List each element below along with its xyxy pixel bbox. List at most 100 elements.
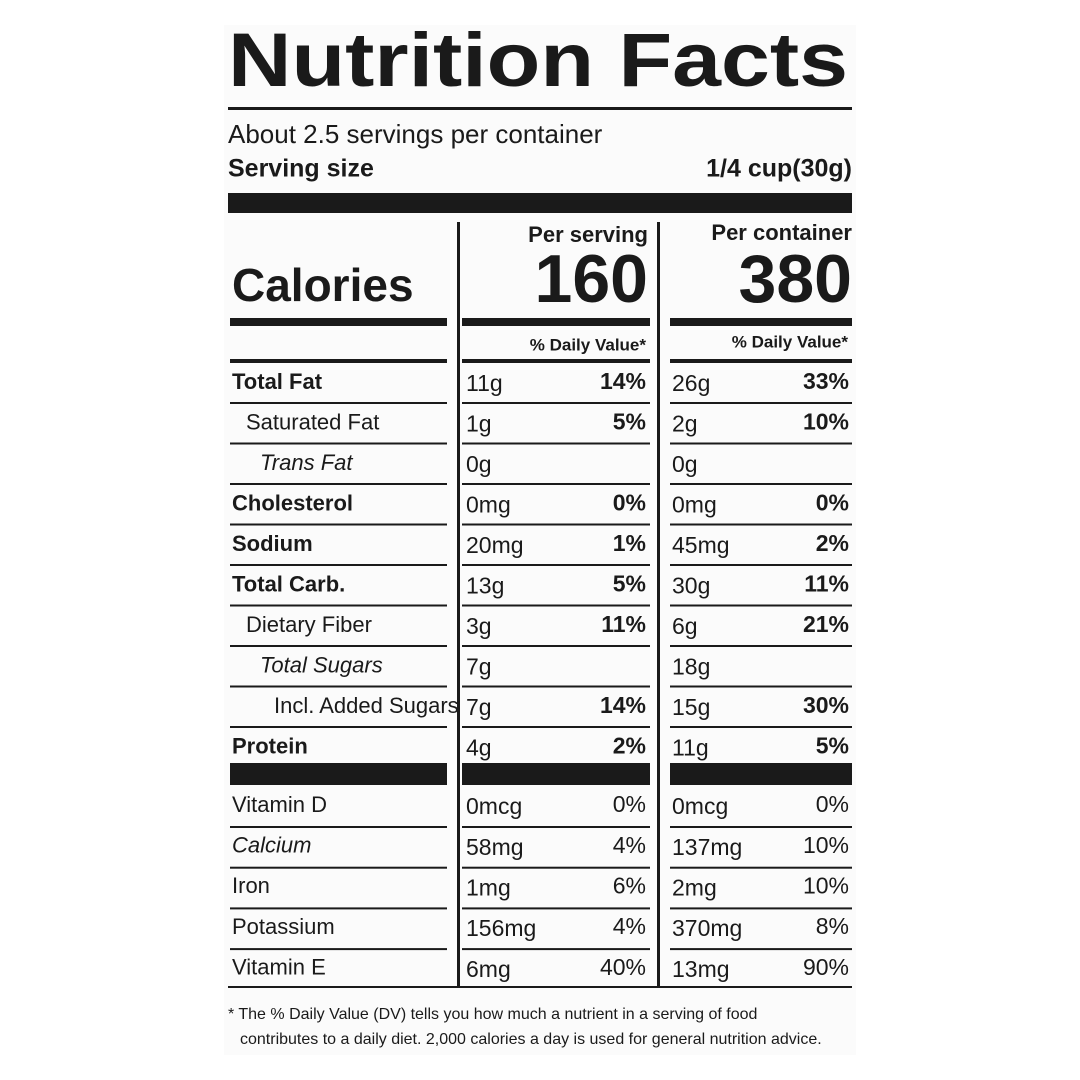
column-divider [657,222,660,988]
nutrient-name: Cholesterol [232,490,353,515]
amount: 18g [672,654,710,680]
column-divider [457,222,460,988]
rule [670,564,852,566]
amount: 11g [672,735,709,761]
daily-value: 5% [613,409,646,435]
daily-value: 0% [816,791,849,817]
daily-value: 6% [613,872,646,898]
daily-value: 10% [803,832,849,858]
footnote: * The % Daily Value (DV) tells you how m… [228,1006,757,1023]
daily-value: 0% [816,490,849,516]
nutrient-name: Trans Fat [260,450,353,475]
daily-value: 8% [816,913,849,939]
rule [462,359,650,363]
daily-value: 30% [803,692,849,718]
daily-value: 33% [803,368,849,394]
daily-value: 10% [803,872,849,898]
amount: 0g [672,451,698,477]
rule [230,826,447,828]
rule [230,402,447,404]
rule [670,483,852,485]
rule [230,483,447,485]
amount: 58mg [466,834,524,860]
amount: 2g [672,411,698,437]
rule [230,523,447,526]
amount: 3g [466,613,492,639]
calories-value: 380 [739,241,852,317]
column-header: Per serving [528,222,648,247]
daily-value: 11% [601,611,646,637]
amount: 13g [466,573,504,599]
nutrient-name: Potassium [232,914,335,939]
dv-header: % Daily Value* [732,332,849,351]
nutrient-name: Iron [232,873,270,898]
footnote: contributes to a daily diet. 2,000 calor… [240,1031,822,1048]
rule [462,685,650,688]
rule [230,318,447,326]
rule [462,318,650,326]
amount: 0g [466,451,492,477]
nutrient-name: Dietary Fiber [246,612,372,637]
rule [462,483,650,485]
amount: 1g [466,411,492,437]
amount: 4g [466,735,492,761]
rule [462,564,650,566]
amount: 370mg [672,915,742,941]
amount: 137mg [672,834,742,860]
rule [462,907,650,910]
rule [230,866,447,869]
rule [462,826,650,828]
nutrient-name: Vitamin D [232,792,327,817]
serving-size-label: Serving size [228,155,374,183]
rule [670,685,852,688]
rule [230,685,447,688]
rule [462,402,650,404]
rule [462,523,650,526]
daily-value: 4% [613,913,646,939]
amount: 0mg [672,492,717,518]
rule [670,402,852,404]
divider-bar [230,763,447,785]
daily-value: 1% [613,530,646,556]
rule [670,866,852,869]
nutrient-name: Total Fat [232,369,323,394]
amount: 0mg [466,492,511,518]
rule [230,948,447,951]
amount: 7g [466,694,492,720]
rule [228,986,852,988]
rule [670,948,852,951]
daily-value: 14% [600,368,646,394]
nutrient-name: Saturated Fat [246,409,379,434]
amount: 1mg [466,874,511,900]
amount: 45mg [672,532,730,558]
rule [462,866,650,869]
amount: 7g [466,654,492,680]
rule [670,826,852,828]
rule [462,948,650,951]
rule [462,442,650,445]
amount: 2mg [672,874,717,900]
daily-value: 0% [613,490,646,516]
amount: 11g [466,370,503,396]
calories-value: 160 [535,241,648,317]
servings: About 2.5 servings per container [228,119,603,149]
rule [670,318,852,326]
column-header: Per container [711,220,852,245]
rule [670,604,852,607]
amount: 26g [672,370,710,396]
nutrient-name: Sodium [232,531,313,556]
daily-value: 2% [613,733,646,759]
amount: 6mg [466,956,511,982]
rule [230,907,447,910]
amount: 6g [672,613,698,639]
nutrient-name: Calcium [232,833,311,858]
nutrient-name: Protein [232,733,308,758]
serving-size-value: 1/4 cup(30g) [706,155,852,183]
daily-value: 40% [600,954,646,980]
amount: 156mg [466,915,536,941]
daily-value: 5% [613,571,646,597]
rule [228,107,852,110]
rule [670,523,852,526]
thick-rule [228,193,852,213]
rule [670,359,852,363]
